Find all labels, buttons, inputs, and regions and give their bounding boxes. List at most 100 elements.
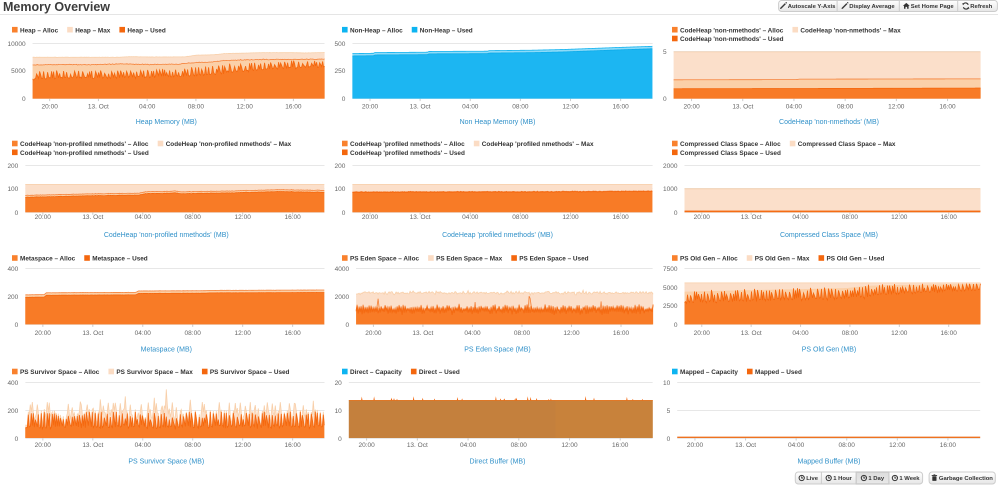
svg-text:CodeHeap 'profiled nmethods' –: CodeHeap 'profiled nmethods' – Max xyxy=(482,141,594,148)
svg-text:16:00: 16:00 xyxy=(284,214,301,221)
svg-text:100: 100 xyxy=(7,186,18,193)
svg-text:7500: 7500 xyxy=(663,266,678,273)
svg-text:200: 200 xyxy=(7,294,18,301)
svg-text:Memory Overview: Memory Overview xyxy=(3,0,110,14)
svg-text:0: 0 xyxy=(338,436,342,443)
svg-text:200: 200 xyxy=(7,408,18,415)
svg-text:CodeHeap 'profiled nmethods' –: CodeHeap 'profiled nmethods' – Alloc xyxy=(350,141,465,148)
svg-text:Compressed Class Space – Used: Compressed Class Space – Used xyxy=(680,150,781,157)
svg-text:20:00: 20:00 xyxy=(42,103,59,110)
svg-text:12:00: 12:00 xyxy=(889,442,906,449)
svg-text:16:00: 16:00 xyxy=(285,103,302,110)
svg-text:CodeHeap 'profiled nmethods' (: CodeHeap 'profiled nmethods' (MB) xyxy=(442,232,553,239)
svg-text:13. Oct: 13. Oct xyxy=(88,103,109,110)
svg-text:13. Oct: 13. Oct xyxy=(82,330,103,337)
svg-text:Heap – Alloc: Heap – Alloc xyxy=(20,27,59,34)
svg-text:0: 0 xyxy=(22,96,26,103)
svg-text:20: 20 xyxy=(335,380,343,387)
svg-text:12:00: 12:00 xyxy=(235,330,252,337)
svg-text:0: 0 xyxy=(345,322,349,329)
svg-text:04:00: 04:00 xyxy=(464,330,481,337)
svg-text:Mapped Buffer (MB): Mapped Buffer (MB) xyxy=(798,459,861,466)
svg-text:PS Old Gen – Used: PS Old Gen – Used xyxy=(827,256,885,263)
svg-text:PS Old Gen (MB): PS Old Gen (MB) xyxy=(802,346,856,353)
svg-text:Non-Heap – Alloc: Non-Heap – Alloc xyxy=(350,27,403,34)
svg-text:0: 0 xyxy=(15,210,19,217)
svg-text:04:00: 04:00 xyxy=(788,442,805,449)
svg-text:13. Oct: 13. Oct xyxy=(407,442,428,449)
svg-text:500: 500 xyxy=(335,41,346,48)
svg-text:5: 5 xyxy=(663,49,667,56)
svg-text:12:00: 12:00 xyxy=(561,442,578,449)
svg-text:04:00: 04:00 xyxy=(135,442,152,449)
svg-text:04:00: 04:00 xyxy=(135,214,152,221)
svg-text:5: 5 xyxy=(667,408,671,415)
svg-text:100: 100 xyxy=(335,186,346,193)
svg-text:PS Survivor Space – Max: PS Survivor Space – Max xyxy=(116,369,193,376)
svg-text:13. Oct: 13. Oct xyxy=(741,330,762,337)
svg-text:16:00: 16:00 xyxy=(613,330,630,337)
svg-text:PS Eden Space – Alloc: PS Eden Space – Alloc xyxy=(350,256,419,263)
svg-text:20:00: 20:00 xyxy=(362,214,379,221)
svg-text:Metaspace – Used: Metaspace – Used xyxy=(92,256,148,263)
svg-text:16:00: 16:00 xyxy=(941,330,958,337)
svg-text:0: 0 xyxy=(674,210,678,217)
svg-text:Mapped – Capacity: Mapped – Capacity xyxy=(680,369,738,376)
svg-text:20:00: 20:00 xyxy=(358,442,375,449)
svg-text:PS Survivor Space – Used: PS Survivor Space – Used xyxy=(210,369,290,376)
svg-text:200: 200 xyxy=(7,163,18,170)
svg-text:Heap – Used: Heap – Used xyxy=(127,27,165,34)
svg-text:20:00: 20:00 xyxy=(362,103,379,110)
svg-text:10000: 10000 xyxy=(8,41,26,48)
svg-text:20:00: 20:00 xyxy=(694,330,711,337)
svg-text:Display Average: Display Average xyxy=(849,4,895,10)
svg-text:PS Eden Space (MB): PS Eden Space (MB) xyxy=(464,346,531,353)
svg-text:20:00: 20:00 xyxy=(365,330,382,337)
svg-text:16:00: 16:00 xyxy=(939,103,956,110)
svg-text:400: 400 xyxy=(7,266,18,273)
svg-text:20:00: 20:00 xyxy=(35,330,52,337)
svg-text:13. Oct: 13. Oct xyxy=(412,330,433,337)
svg-text:04:00: 04:00 xyxy=(135,330,152,337)
svg-text:Garbage Collection: Garbage Collection xyxy=(939,476,993,482)
svg-text:10: 10 xyxy=(335,408,343,415)
svg-text:CodeHeap 'non-profiled nmethod: CodeHeap 'non-profiled nmethods' (MB) xyxy=(104,232,229,239)
svg-text:Compressed Class Space – Max: Compressed Class Space – Max xyxy=(798,141,896,148)
svg-text:16:00: 16:00 xyxy=(612,103,629,110)
svg-text:400: 400 xyxy=(7,380,18,387)
svg-text:12:00: 12:00 xyxy=(235,442,252,449)
svg-text:16:00: 16:00 xyxy=(612,442,629,449)
svg-text:08:00: 08:00 xyxy=(839,442,856,449)
svg-text:Heap Memory (MB): Heap Memory (MB) xyxy=(136,119,197,126)
svg-text:04:00: 04:00 xyxy=(792,214,809,221)
svg-text:16:00: 16:00 xyxy=(940,442,957,449)
svg-text:16:00: 16:00 xyxy=(941,214,958,221)
svg-text:5000: 5000 xyxy=(11,68,26,75)
svg-text:Direct – Used: Direct – Used xyxy=(419,369,460,376)
svg-text:Live: Live xyxy=(806,476,819,482)
svg-text:Mapped – Used: Mapped – Used xyxy=(755,369,802,376)
svg-text:12:00: 12:00 xyxy=(891,214,908,221)
svg-text:13. Oct: 13. Oct xyxy=(82,442,103,449)
svg-text:04:00: 04:00 xyxy=(460,442,477,449)
svg-text:12:00: 12:00 xyxy=(888,103,905,110)
svg-text:1000: 1000 xyxy=(663,186,678,193)
svg-text:13. Oct: 13. Oct xyxy=(735,442,756,449)
svg-text:13. Oct: 13. Oct xyxy=(732,103,753,110)
svg-text:0: 0 xyxy=(15,322,19,329)
svg-text:16:00: 16:00 xyxy=(284,442,301,449)
svg-text:04:00: 04:00 xyxy=(139,103,156,110)
svg-text:08:00: 08:00 xyxy=(514,330,531,337)
svg-text:CodeHeap 'non-nmethods' – Max: CodeHeap 'non-nmethods' – Max xyxy=(800,27,901,34)
svg-text:CodeHeap 'non-nmethods' (MB): CodeHeap 'non-nmethods' (MB) xyxy=(779,119,879,126)
svg-text:1 Week: 1 Week xyxy=(899,476,920,482)
svg-text:08:00: 08:00 xyxy=(512,103,529,110)
svg-text:1 Day: 1 Day xyxy=(868,476,884,482)
svg-text:2000: 2000 xyxy=(335,294,350,301)
svg-text:04:00: 04:00 xyxy=(462,214,479,221)
svg-text:12:00: 12:00 xyxy=(235,214,252,221)
svg-text:08:00: 08:00 xyxy=(511,442,528,449)
svg-text:12:00: 12:00 xyxy=(237,103,254,110)
svg-text:CodeHeap 'non-nmethods' – Allo: CodeHeap 'non-nmethods' – Alloc xyxy=(680,27,784,34)
svg-text:08:00: 08:00 xyxy=(837,103,854,110)
